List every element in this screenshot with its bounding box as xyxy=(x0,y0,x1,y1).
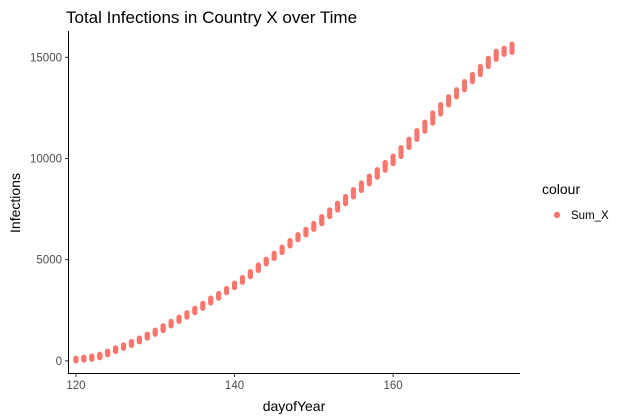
y-tick-label: 0 xyxy=(56,356,62,368)
data-point xyxy=(152,327,158,333)
data-point xyxy=(97,351,103,357)
data-point xyxy=(295,231,301,238)
data-point xyxy=(73,355,79,361)
y-axis-title: Infections xyxy=(7,173,23,233)
data-point xyxy=(184,310,190,316)
data-point xyxy=(342,193,349,200)
data-point xyxy=(89,353,95,359)
data-point xyxy=(422,119,428,125)
data-point xyxy=(382,159,388,166)
legend-label-sum-x: Sum_X xyxy=(571,210,609,222)
data-point xyxy=(223,285,230,292)
data-point xyxy=(358,180,365,186)
data-point xyxy=(319,213,325,220)
data-point xyxy=(216,290,222,297)
data-point xyxy=(414,127,420,134)
x-tick-label: 140 xyxy=(225,380,244,392)
data-point xyxy=(239,274,246,281)
data-point xyxy=(176,314,182,320)
legend: colour Sum_X xyxy=(542,181,609,222)
data-point xyxy=(168,318,174,324)
data-point xyxy=(398,144,404,151)
data-point xyxy=(430,110,436,116)
chart-title: Total Infections in Country X over Time xyxy=(66,8,357,27)
data-point xyxy=(374,167,380,173)
data-point xyxy=(477,63,483,70)
data-point xyxy=(231,280,238,286)
data-point xyxy=(438,102,444,108)
data-point xyxy=(144,331,150,337)
y-tick-label: 15000 xyxy=(30,52,62,64)
data-point xyxy=(406,136,412,142)
data-point xyxy=(192,305,198,311)
data-point xyxy=(105,348,111,354)
data-point xyxy=(81,354,87,360)
data-point xyxy=(493,48,499,54)
y-tick-label: 5000 xyxy=(36,255,62,267)
x-ticks: 120 140 160 xyxy=(66,374,403,392)
data-point xyxy=(112,345,119,351)
data-point xyxy=(279,244,285,250)
data-point xyxy=(327,207,333,213)
data-point xyxy=(366,173,372,179)
data-point xyxy=(287,237,293,244)
data-point xyxy=(255,262,261,268)
data-point xyxy=(271,250,277,256)
data-point xyxy=(469,71,476,78)
y-tick-label: 10000 xyxy=(30,153,62,165)
data-point xyxy=(350,187,357,193)
y-ticks: 0 5000 10000 15000 xyxy=(30,52,68,368)
data-point xyxy=(263,256,269,262)
data-point xyxy=(485,55,491,61)
data-point xyxy=(311,220,317,227)
data-point xyxy=(200,300,206,306)
data-point xyxy=(446,94,452,100)
data-point xyxy=(501,45,507,51)
data-point xyxy=(247,269,253,275)
x-axis-title: dayofYear xyxy=(263,398,326,414)
data-point xyxy=(303,226,309,232)
data-point xyxy=(136,335,142,341)
x-tick-label: 160 xyxy=(384,380,403,392)
data-point xyxy=(335,200,341,206)
data-point xyxy=(208,295,214,301)
data-point xyxy=(120,342,127,348)
data-point xyxy=(461,78,468,85)
data-point xyxy=(390,153,396,159)
legend-key-sum-x xyxy=(553,211,561,219)
data-point xyxy=(160,323,166,329)
data-point xyxy=(128,338,135,345)
data-point xyxy=(453,87,460,93)
legend-title: colour xyxy=(542,181,580,197)
data-points xyxy=(73,41,515,364)
data-point xyxy=(509,41,515,47)
x-tick-label: 120 xyxy=(66,380,85,392)
